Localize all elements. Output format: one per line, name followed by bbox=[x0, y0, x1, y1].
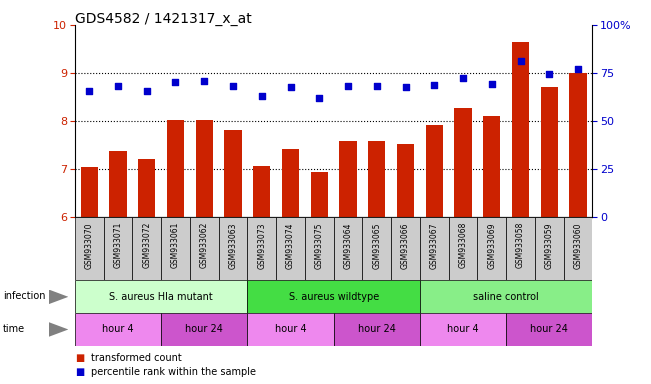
Text: GSM933063: GSM933063 bbox=[229, 222, 238, 268]
Bar bbox=[391, 217, 420, 280]
Text: GSM933064: GSM933064 bbox=[344, 222, 352, 268]
Point bbox=[544, 71, 555, 77]
Bar bbox=[333, 313, 420, 346]
Point bbox=[113, 83, 123, 89]
Bar bbox=[247, 313, 333, 346]
Text: GSM933071: GSM933071 bbox=[113, 222, 122, 268]
Text: GSM933066: GSM933066 bbox=[401, 222, 410, 268]
Bar bbox=[305, 217, 333, 280]
Bar bbox=[506, 313, 592, 346]
Text: GDS4582 / 1421317_x_at: GDS4582 / 1421317_x_at bbox=[75, 12, 252, 25]
Bar bbox=[138, 159, 156, 217]
Bar bbox=[420, 313, 506, 346]
Bar bbox=[449, 217, 477, 280]
Text: hour 4: hour 4 bbox=[102, 324, 134, 334]
Text: GSM933062: GSM933062 bbox=[200, 222, 209, 268]
Bar bbox=[368, 141, 385, 217]
Bar bbox=[506, 217, 535, 280]
Bar bbox=[282, 149, 299, 217]
Bar bbox=[253, 166, 270, 217]
Bar bbox=[161, 217, 190, 280]
Text: percentile rank within the sample: percentile rank within the sample bbox=[91, 367, 256, 377]
Text: GSM933070: GSM933070 bbox=[85, 222, 94, 268]
Bar bbox=[75, 313, 161, 346]
Bar bbox=[219, 217, 247, 280]
Bar bbox=[339, 141, 357, 217]
Bar bbox=[75, 217, 104, 280]
Point bbox=[256, 93, 267, 99]
Text: GSM933075: GSM933075 bbox=[315, 222, 324, 268]
Point bbox=[343, 83, 353, 89]
Text: GSM933074: GSM933074 bbox=[286, 222, 295, 268]
Polygon shape bbox=[49, 290, 68, 304]
Bar bbox=[247, 280, 420, 313]
Bar bbox=[483, 116, 501, 217]
Text: hour 24: hour 24 bbox=[186, 324, 223, 334]
Text: hour 4: hour 4 bbox=[447, 324, 479, 334]
Bar bbox=[564, 217, 592, 280]
Point bbox=[228, 83, 238, 89]
Point bbox=[516, 58, 526, 64]
Bar bbox=[477, 217, 506, 280]
Bar bbox=[535, 217, 564, 280]
Text: GSM933069: GSM933069 bbox=[488, 222, 496, 268]
Bar bbox=[276, 217, 305, 280]
Point bbox=[199, 78, 210, 84]
Bar bbox=[195, 120, 213, 217]
Bar bbox=[426, 125, 443, 217]
Bar bbox=[132, 217, 161, 280]
Point bbox=[486, 81, 497, 87]
Text: GSM933072: GSM933072 bbox=[143, 222, 151, 268]
Point bbox=[314, 95, 324, 101]
Text: ■: ■ bbox=[75, 353, 84, 363]
Bar bbox=[225, 130, 242, 217]
Bar bbox=[512, 42, 529, 217]
Bar bbox=[161, 313, 247, 346]
Bar bbox=[75, 280, 247, 313]
Point bbox=[429, 82, 439, 88]
Text: GSM933060: GSM933060 bbox=[574, 222, 583, 268]
Text: time: time bbox=[3, 324, 25, 334]
Point bbox=[573, 66, 583, 72]
Text: GSM933059: GSM933059 bbox=[545, 222, 554, 268]
Text: infection: infection bbox=[3, 291, 46, 301]
Bar bbox=[540, 88, 558, 217]
Bar bbox=[397, 144, 414, 217]
Point bbox=[400, 84, 411, 91]
Text: GSM933065: GSM933065 bbox=[372, 222, 381, 268]
Bar bbox=[247, 217, 276, 280]
Point bbox=[285, 84, 296, 91]
Text: hour 24: hour 24 bbox=[531, 324, 568, 334]
Bar bbox=[311, 172, 328, 217]
Bar bbox=[190, 217, 219, 280]
Point bbox=[84, 88, 94, 94]
Text: saline control: saline control bbox=[473, 291, 539, 302]
Text: GSM933061: GSM933061 bbox=[171, 222, 180, 268]
Point bbox=[171, 79, 181, 85]
Point bbox=[372, 83, 382, 89]
Bar bbox=[333, 217, 363, 280]
Bar bbox=[167, 121, 184, 217]
Text: ■: ■ bbox=[75, 367, 84, 377]
Bar bbox=[570, 73, 587, 217]
Text: GSM933068: GSM933068 bbox=[458, 222, 467, 268]
Bar bbox=[454, 108, 471, 217]
Text: GSM933073: GSM933073 bbox=[257, 222, 266, 268]
Text: hour 4: hour 4 bbox=[275, 324, 307, 334]
Text: hour 24: hour 24 bbox=[358, 324, 396, 334]
Bar bbox=[420, 217, 449, 280]
Bar bbox=[81, 167, 98, 217]
Polygon shape bbox=[49, 322, 68, 337]
Bar bbox=[104, 217, 132, 280]
Text: S. aureus wildtype: S. aureus wildtype bbox=[288, 291, 379, 302]
Text: S. aureus Hla mutant: S. aureus Hla mutant bbox=[109, 291, 213, 302]
Bar bbox=[109, 151, 126, 217]
Text: transformed count: transformed count bbox=[91, 353, 182, 363]
Text: GSM933058: GSM933058 bbox=[516, 222, 525, 268]
Point bbox=[141, 88, 152, 94]
Bar bbox=[420, 280, 592, 313]
Text: GSM933067: GSM933067 bbox=[430, 222, 439, 268]
Bar bbox=[363, 217, 391, 280]
Point bbox=[458, 75, 468, 81]
